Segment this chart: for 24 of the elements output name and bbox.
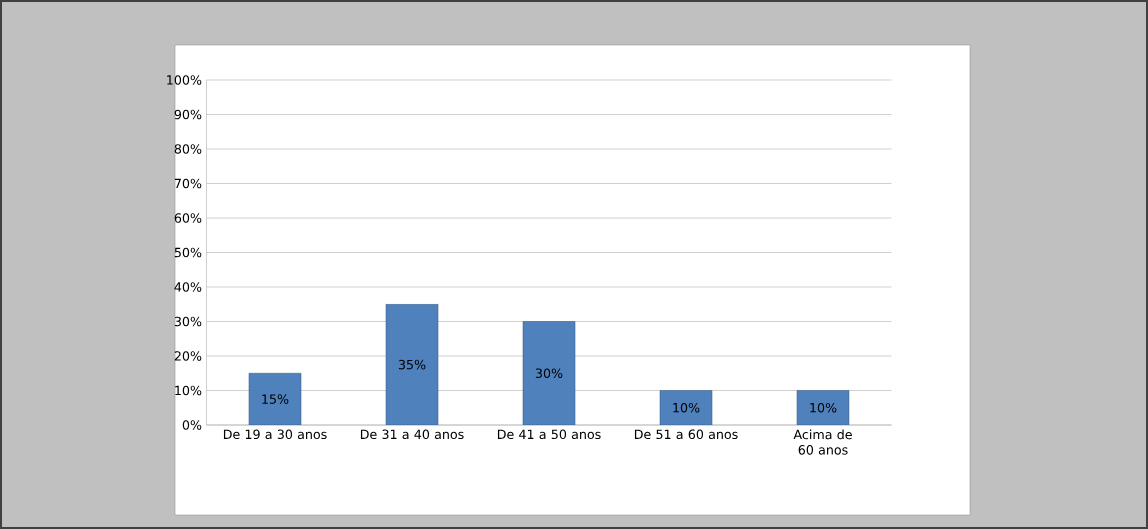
data-label: 35% — [398, 359, 426, 370]
y-tick-label: 0% — [182, 420, 202, 430]
y-tick-label: 20% — [174, 351, 202, 361]
y-tick-label: 60% — [174, 213, 202, 223]
x-tick-label: De 19 a 30 anos — [223, 429, 327, 440]
x-tick-label: De 51 a 60 anos — [634, 429, 738, 440]
y-tick-label: 40% — [174, 282, 202, 292]
data-label: 10% — [810, 402, 837, 413]
data-label: 10% — [673, 402, 700, 413]
y-tick-label: 80% — [174, 144, 202, 154]
x-tick-label: De 31 a 40 anos — [360, 429, 464, 440]
y-tick-label: 50% — [174, 247, 202, 258]
data-label: 15% — [262, 394, 289, 404]
bar — [522, 321, 576, 425]
x-tick-label: Acima de 60 anos — [793, 429, 852, 455]
bar — [385, 303, 439, 425]
y-tick-label: 90% — [174, 109, 202, 120]
bar — [248, 372, 302, 425]
data-label: 30% — [535, 368, 563, 379]
y-tick-label: 70% — [174, 178, 202, 189]
y-tick-label: 100% — [167, 75, 202, 85]
y-tick-label: 30% — [174, 316, 202, 327]
y-tick-label: 10% — [175, 385, 202, 396]
x-tick-label: De 41 a 50 anos — [497, 429, 601, 440]
